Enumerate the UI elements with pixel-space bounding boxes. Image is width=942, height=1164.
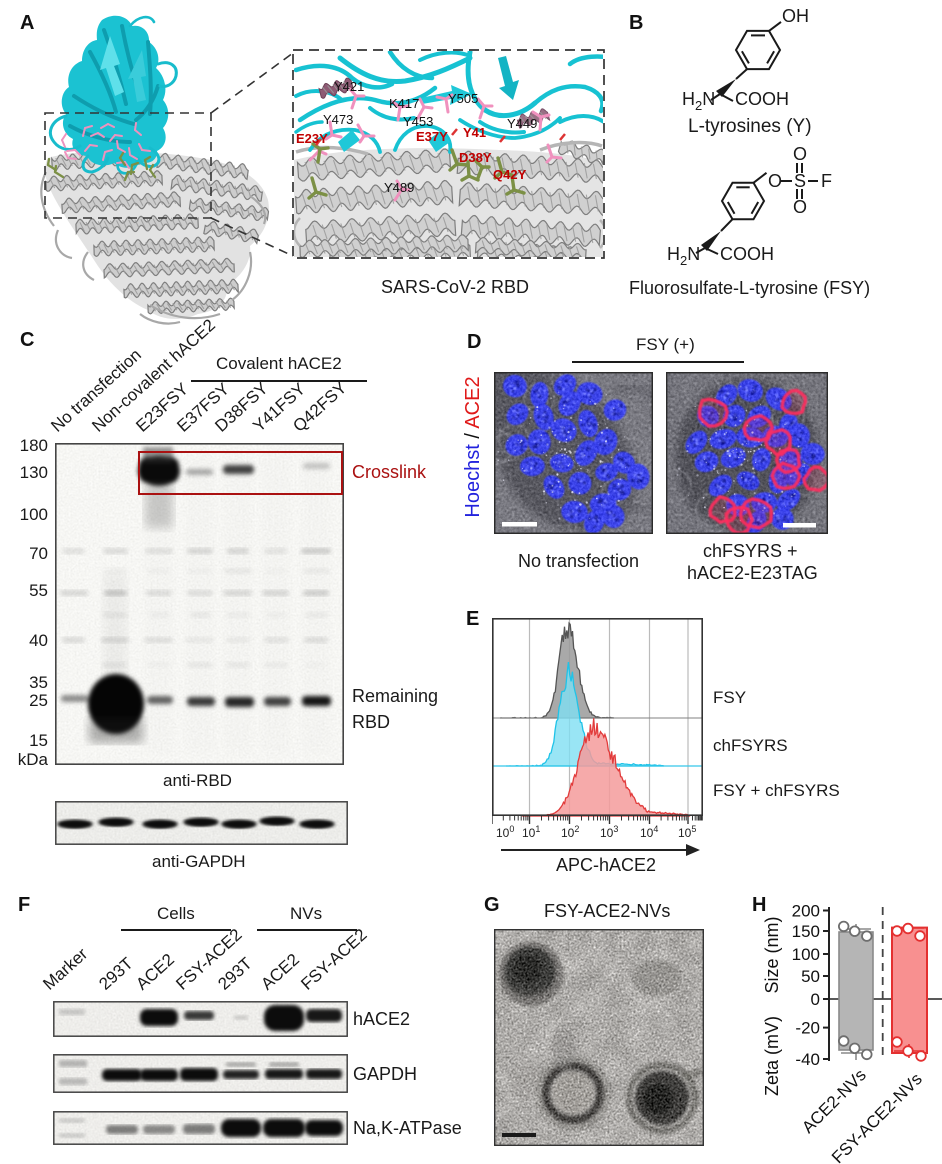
svg-text:O: O: [793, 197, 807, 217]
svg-text:Y453: Y453: [403, 114, 433, 129]
svg-text:E23Y: E23Y: [296, 131, 328, 146]
svg-text:150: 150: [792, 922, 820, 941]
svg-text:200: 200: [792, 902, 820, 921]
svg-text:F: F: [821, 171, 832, 191]
svg-text:104: 104: [640, 824, 658, 840]
svg-text:100: 100: [792, 945, 820, 964]
svg-text:E37Y: E37Y: [416, 129, 448, 144]
svg-text:Y421: Y421: [334, 79, 364, 94]
svg-text:50: 50: [801, 967, 820, 986]
svg-text:Y41: Y41: [463, 125, 486, 140]
svg-text:Y449: Y449: [507, 116, 537, 131]
svg-text:102: 102: [561, 824, 579, 840]
svg-text:Q42Y: Q42Y: [493, 167, 527, 182]
svg-text:O: O: [768, 171, 782, 191]
svg-text:L-tyrosines (Y): L-tyrosines (Y): [688, 116, 812, 137]
svg-text:Zeta (mV): Zeta (mV): [762, 1016, 782, 1096]
svg-text:COOH: COOH: [720, 244, 774, 264]
svg-text:-20: -20: [795, 1019, 820, 1038]
svg-text:H2N: H2N: [667, 244, 700, 268]
svg-text:0: 0: [811, 990, 820, 1009]
svg-text:103: 103: [600, 824, 618, 840]
svg-text:OH: OH: [782, 6, 809, 26]
svg-text:Size (nm): Size (nm): [762, 916, 782, 993]
svg-text:Y505: Y505: [448, 91, 478, 106]
svg-text:K417: K417: [389, 96, 419, 111]
svg-text:H2N: H2N: [682, 89, 715, 113]
svg-text:Y489: Y489: [384, 180, 414, 195]
svg-text:-40: -40: [795, 1050, 820, 1069]
svg-text:101: 101: [522, 824, 540, 840]
svg-text:Y473: Y473: [323, 112, 353, 127]
svg-text:COOH: COOH: [735, 89, 789, 109]
svg-text:100: 100: [496, 824, 514, 840]
svg-text:S: S: [794, 171, 806, 191]
svg-text:O: O: [793, 144, 807, 164]
svg-text:D38Y: D38Y: [459, 150, 492, 165]
svg-text:105: 105: [678, 824, 696, 840]
